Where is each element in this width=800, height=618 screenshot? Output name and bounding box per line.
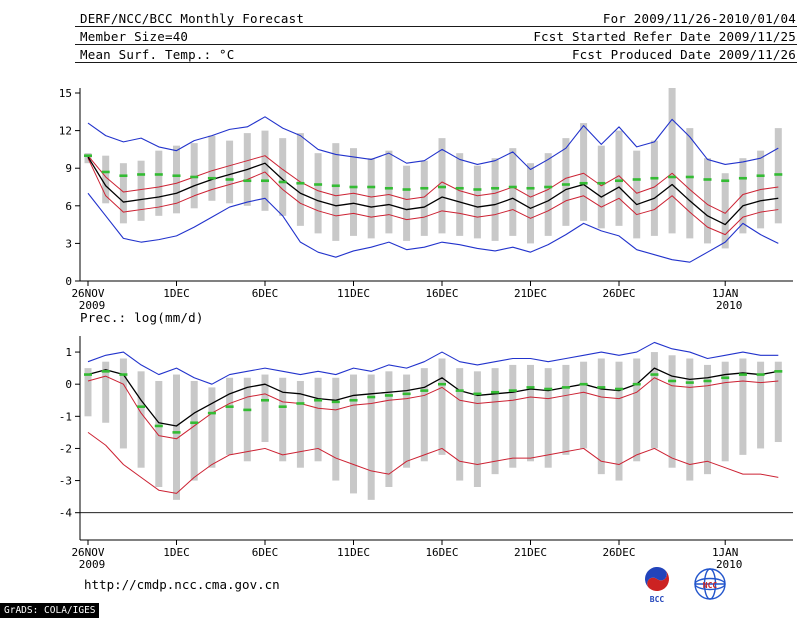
grads-credit: GrADS: COLA/IGES — [0, 603, 99, 618]
series-percentile-upper — [87, 155, 779, 214]
x-tick-year-label: 2010 — [716, 558, 743, 571]
x-tick-label: 11DEC — [337, 546, 370, 559]
y-tick-label: 0 — [65, 275, 72, 288]
x-tick-year-label: 2009 — [79, 299, 106, 312]
series-climatology — [84, 154, 783, 191]
x-tick-label: 11DEC — [337, 287, 370, 300]
ncc-logo: NCC — [694, 568, 726, 600]
bcc-swirl-icon — [645, 567, 669, 591]
y-tick-label: -4 — [59, 507, 73, 520]
x-tick-label: 26DEC — [602, 287, 635, 300]
series-percentile-lower — [87, 431, 779, 494]
y-tick-label: 6 — [65, 200, 72, 213]
bcc-logo-text: BCC — [650, 595, 665, 604]
x-tick-label: 26DEC — [602, 546, 635, 559]
x-tick-label: 6DEC — [252, 546, 279, 559]
series-envelope-min — [87, 192, 779, 263]
x-tick-label: 21DEC — [514, 287, 547, 300]
x-tick-label: 1DEC — [163, 546, 190, 559]
x-tick-year-label: 2010 — [716, 299, 743, 312]
y-tick-label: 1 — [65, 346, 72, 359]
y-tick-label: 9 — [65, 162, 72, 175]
x-tick-label: 16DEC — [425, 546, 458, 559]
website-url: http://cmdp.ncc.cma.gov.cn — [84, 577, 280, 592]
globe-icon — [694, 568, 726, 600]
series-percentile-upper — [87, 375, 779, 440]
fcst-produced-label: Fcst Produced Date 2009/11/26 — [571, 47, 796, 62]
ensemble-range-bars — [84, 88, 782, 249]
y-tick-label: 15 — [59, 87, 72, 100]
x-tick-label: 1JAN — [712, 546, 739, 559]
precip-panel-title: Prec.: log(mm/d) — [80, 310, 204, 325]
x-tick-label: 6DEC — [252, 287, 279, 300]
temp-panel-title: Mean Surf. Temp.: °C — [80, 47, 235, 62]
forecast-range: For 2009/11/26-2010/01/04 — [602, 11, 796, 26]
x-tick-year-label: 2009 — [79, 558, 106, 571]
y-tick-label: 3 — [65, 237, 72, 250]
header-rule-3 — [75, 62, 797, 63]
x-tick-label: 1JAN — [712, 287, 739, 300]
x-tick-label: 1DEC — [163, 287, 190, 300]
series-envelope-max — [87, 116, 779, 171]
y-tick-label: 0 — [65, 378, 72, 391]
x-tick-label: 26NOV — [71, 287, 104, 300]
series-ensemble-mean — [87, 367, 779, 427]
x-tick-label: 21DEC — [514, 546, 547, 559]
x-tick-label: 26NOV — [71, 546, 104, 559]
fcst-started-label: Fcst Started Refer Date 2009/11/25 — [533, 29, 796, 44]
ensemble-range-bars — [84, 352, 782, 500]
y-tick-label: -1 — [59, 410, 72, 423]
y-tick-label: -2 — [59, 442, 72, 455]
header-rule-2 — [75, 44, 797, 45]
header-rule-1 — [75, 26, 797, 27]
y-tick-label: -3 — [59, 475, 72, 488]
bcc-logo: BCC — [645, 567, 669, 604]
series-climatology — [84, 370, 783, 434]
member-size-label: Member Size=40 — [80, 29, 189, 44]
ncc-logo-text: NCC — [703, 581, 718, 590]
series-percentile-lower — [87, 157, 779, 236]
series-ensemble-mean — [87, 156, 779, 226]
page-title: DERF/NCC/BCC Monthly Forecast — [80, 11, 305, 26]
x-tick-label: 16DEC — [425, 287, 458, 300]
y-tick-label: 12 — [59, 125, 72, 138]
series-envelope-max — [87, 341, 779, 385]
